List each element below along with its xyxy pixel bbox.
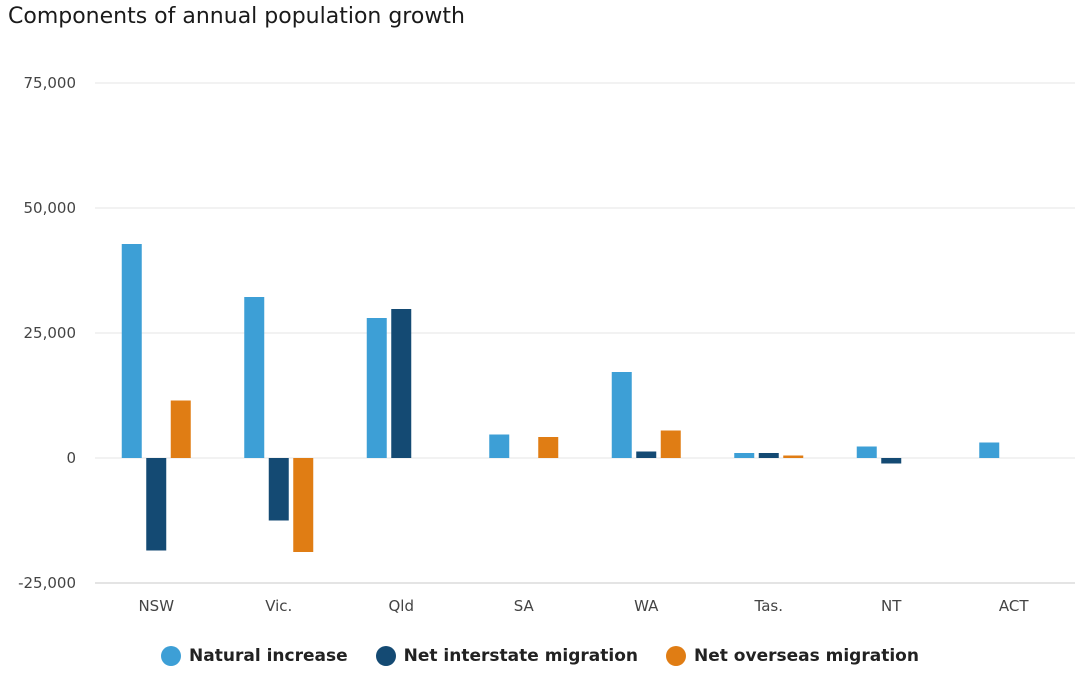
- bar-net-interstate-migration: [1003, 457, 1024, 459]
- bar-net-overseas-migration: [170, 400, 191, 458]
- bar-natural-increase: [856, 446, 877, 458]
- legend-swatch: [161, 646, 182, 666]
- legend-label: Net interstate migration: [403, 646, 638, 666]
- bar-net-interstate-migration: [268, 458, 289, 521]
- bar-net-overseas-migration: [293, 458, 314, 552]
- x-tick-label: Tas.: [754, 597, 783, 615]
- y-tick-label: 75,000: [24, 74, 77, 92]
- bar-net-interstate-migration: [881, 458, 902, 464]
- legend-label: Net overseas migration: [694, 646, 919, 666]
- x-tick-label: WA: [634, 597, 659, 615]
- bar-net-overseas-migration: [415, 457, 436, 459]
- y-tick-label: -25,000: [18, 574, 76, 592]
- bar-net-interstate-migration: [758, 453, 779, 458]
- legend-item-net-overseas-migration[interactable]: Net overseas migration: [666, 646, 919, 666]
- bar-natural-increase: [734, 453, 755, 458]
- x-tick-label: Vic.: [265, 597, 292, 615]
- bar-net-interstate-migration: [391, 309, 412, 458]
- x-tick-label: ACT: [999, 597, 1029, 615]
- bar-net-overseas-migration: [1028, 457, 1049, 459]
- bar-net-interstate-migration: [636, 451, 657, 458]
- x-tick-label: SA: [514, 597, 535, 615]
- bar-chart: -25,000 0 25,000 50,000 75,000 NSW Vic. Qld SA WA…: [18, 74, 1075, 615]
- bar-net-overseas-migration: [660, 430, 681, 458]
- bar-natural-increase: [366, 318, 387, 458]
- bar-net-overseas-migration: [783, 455, 804, 458]
- bar-net-interstate-migration: [146, 458, 167, 551]
- bar-natural-increase: [611, 372, 632, 458]
- legend-swatch: [666, 646, 686, 666]
- y-tick-label: 50,000: [24, 199, 77, 217]
- bar-net-overseas-migration: [538, 437, 559, 458]
- legend-swatch: [375, 646, 396, 666]
- bar-net-overseas-migration: [905, 457, 926, 459]
- y-tick-label: 0: [66, 449, 76, 467]
- legend-item-natural-increase[interactable]: Natural increase: [161, 646, 348, 666]
- y-tick-label: 25,000: [24, 324, 77, 342]
- bar-net-interstate-migration: [513, 457, 534, 459]
- chart-legend: Natural increase Net interstate migratio…: [0, 646, 1080, 666]
- bar-natural-increase: [979, 442, 1000, 458]
- x-tick-label: NT: [881, 597, 902, 615]
- legend-label: Natural increase: [189, 646, 348, 666]
- bar-natural-increase: [244, 297, 265, 458]
- bar-natural-increase: [489, 434, 510, 458]
- bar-natural-increase: [121, 244, 142, 458]
- x-tick-label: NSW: [138, 597, 174, 615]
- legend-item-net-interstate-migration[interactable]: Net interstate migration: [375, 646, 638, 666]
- chart-title: Components of annual population growth: [8, 4, 465, 29]
- x-tick-label: Qld: [389, 597, 415, 615]
